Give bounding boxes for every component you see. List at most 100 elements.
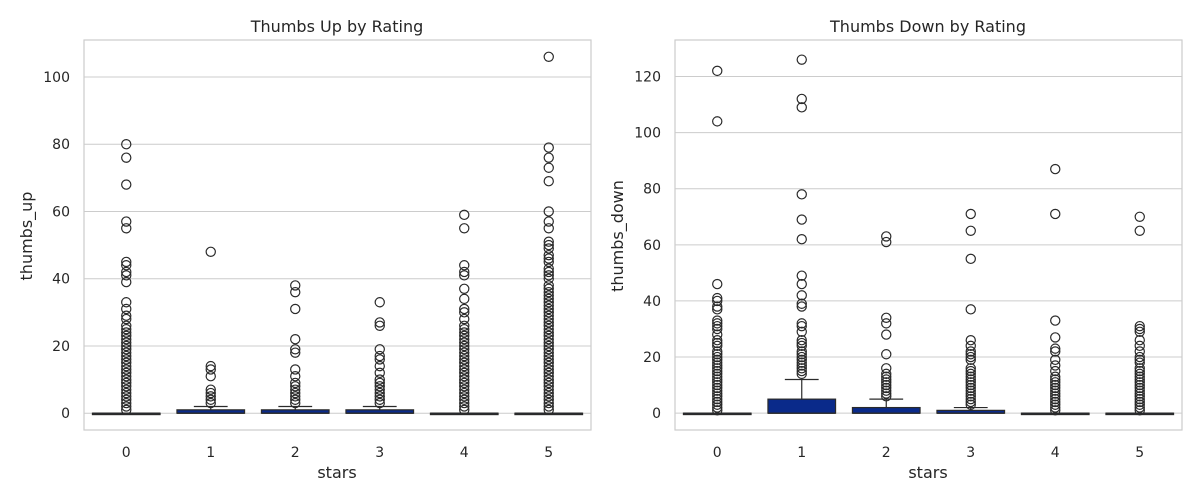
outlier-point	[543, 249, 554, 261]
outlier-point	[881, 236, 892, 248]
outlier-point	[205, 371, 216, 382]
outlier-point	[965, 396, 976, 408]
outlier-point	[1134, 365, 1145, 377]
outlier-point	[1134, 396, 1145, 408]
outlier-point	[1050, 377, 1061, 388]
outlier-point	[881, 388, 892, 399]
box-body	[851, 406, 921, 414]
outlier-point	[459, 270, 470, 281]
outlier-point	[121, 337, 132, 348]
outlier-point	[965, 377, 976, 388]
outlier-point	[459, 266, 470, 278]
outlier-point	[712, 354, 723, 366]
outlier-point	[543, 176, 554, 187]
outlier-point	[543, 394, 554, 405]
x-axis-label: stars	[317, 463, 356, 482]
outlier-point	[796, 234, 807, 245]
y-axis-label: thumbs_up	[17, 192, 37, 281]
outlier-point	[1050, 163, 1061, 175]
outlier-point	[1134, 211, 1145, 222]
outlier-point	[121, 270, 132, 281]
outlier-point	[374, 377, 385, 389]
outlier-point	[796, 360, 807, 371]
outlier-point	[121, 367, 132, 379]
outlier-point	[121, 381, 132, 392]
x-tick-label: 4	[1051, 445, 1060, 461]
outlier-point	[543, 293, 554, 305]
outlier-point	[796, 298, 807, 309]
x-tick-label: 3	[375, 445, 384, 461]
outlier-point	[121, 384, 132, 395]
outlier-point	[121, 340, 132, 352]
outlier-point	[965, 365, 976, 377]
outlier-point	[1050, 391, 1061, 402]
outlier-point	[374, 297, 385, 308]
outlier-point	[121, 323, 132, 335]
outlier-point	[543, 266, 554, 278]
outlier-point	[881, 349, 892, 360]
outlier-point	[121, 354, 132, 365]
outlier-point	[543, 286, 554, 298]
outlier-point	[965, 225, 976, 236]
outlier-point	[1050, 371, 1061, 382]
chart-thumbs-up: 0 20 40 60 80 100 0 1 2 3 4 5 Thumbs Up by Rating s…	[17, 17, 592, 482]
outlier-point	[374, 350, 385, 362]
outlier-point	[121, 260, 132, 271]
outlier-point	[543, 374, 554, 385]
outlier-point	[459, 334, 470, 345]
x-tick-label: 2	[882, 445, 891, 461]
outlier-point	[374, 360, 385, 372]
outlier-point	[965, 374, 976, 385]
outlier-point	[965, 399, 976, 410]
outlier-point	[121, 223, 132, 234]
outlier-point	[796, 320, 807, 332]
outlier-point	[712, 368, 723, 380]
outlier-point	[1050, 374, 1061, 385]
outlier-point	[796, 278, 807, 290]
y-tick-label: 100	[43, 70, 70, 86]
outlier-point	[1134, 402, 1145, 413]
outlier-point	[543, 142, 554, 153]
outlier-point	[712, 374, 723, 385]
outlier-point	[543, 216, 554, 227]
outlier-point	[543, 162, 554, 173]
outlier-point	[121, 320, 132, 331]
outlier-point	[712, 301, 723, 312]
outlier-point	[796, 54, 807, 65]
outlier-point	[459, 391, 470, 402]
outlier-point	[796, 301, 807, 312]
outlier-point	[543, 313, 554, 325]
outlier-point	[1134, 351, 1145, 363]
outlier-point	[121, 266, 132, 278]
outlier-point	[121, 391, 132, 402]
outlier-point	[459, 307, 470, 318]
y-tick-label: 20	[52, 339, 70, 355]
outlier-point	[1134, 405, 1145, 416]
outlier-point	[459, 397, 470, 409]
outlier-point	[290, 397, 301, 409]
plot-area: 0 20 40 60 80 100 120 0 1 2 3 4 5	[634, 39, 1183, 461]
outlier-point	[965, 349, 976, 360]
outlier-point	[881, 391, 892, 402]
x-tick-label: 0	[122, 445, 131, 461]
outlier-point	[881, 368, 892, 380]
outlier-point	[121, 344, 132, 355]
outlier-point	[543, 354, 554, 365]
outlier-point	[543, 280, 554, 291]
outlier-point	[965, 391, 976, 402]
outlier-point	[796, 189, 807, 200]
outlier-point	[543, 347, 554, 358]
outlier-point	[205, 387, 216, 399]
outlier-point	[1134, 379, 1145, 391]
outlier-point	[543, 307, 554, 318]
outlier-point	[965, 388, 976, 399]
outlier-point	[290, 387, 301, 399]
box-2	[851, 231, 921, 414]
outlier-point	[290, 303, 301, 315]
y-tick-label: 80	[643, 182, 661, 198]
outlier-point	[965, 354, 976, 366]
outlier-point	[459, 337, 470, 348]
x-tick-label: 1	[206, 445, 215, 461]
outlier-point	[290, 280, 301, 291]
outlier-point	[459, 381, 470, 392]
